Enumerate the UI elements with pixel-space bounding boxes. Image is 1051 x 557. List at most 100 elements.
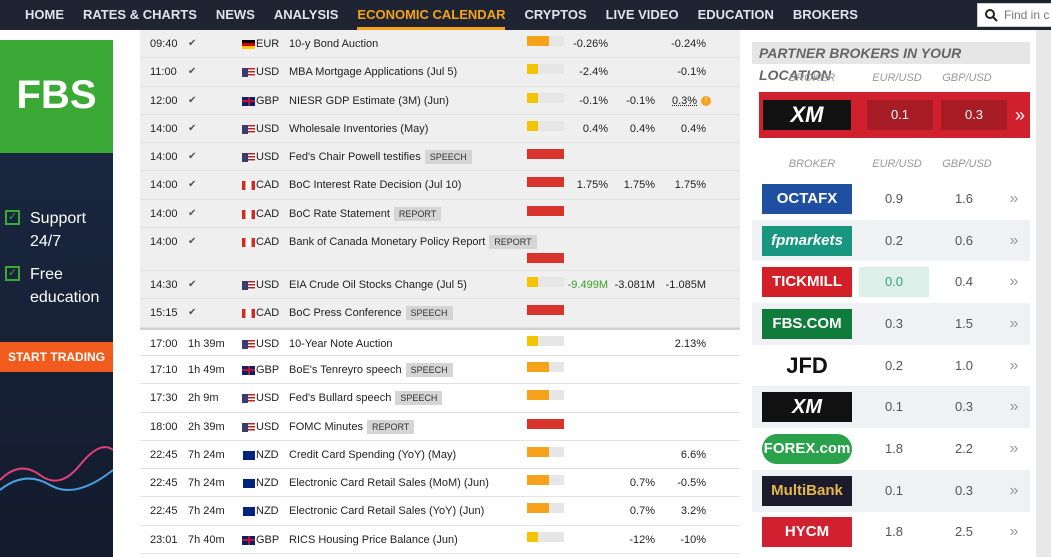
event-tag: REPORT — [489, 235, 537, 250]
search-box[interactable]: Find in c — [977, 3, 1051, 27]
broker-panel: PARTNER BROKERS IN YOUR LOCATION BROKER E… — [752, 30, 1030, 553]
calendar-row[interactable]: 14:30 ✔ USD EIA Crude Oil Stocks Change (Ju… — [140, 271, 740, 300]
spread: 0.2 — [884, 357, 904, 373]
nav-item[interactable]: RATES & CHARTS — [83, 7, 197, 22]
event-title: Fed's Chair Powell testifies — [289, 151, 421, 164]
spread: 2.2 — [954, 440, 974, 456]
currency: USD — [256, 420, 280, 433]
calendar-row[interactable]: 22:45 7h 24m NZD Credit Card Spending (YoY)… — [140, 441, 740, 470]
broker-title: PARTNER BROKERS IN YOUR LOCATION — [752, 42, 1030, 83]
calendar-row[interactable]: 14:00 ✔ CAD BoC Rate Statement REPORT — [140, 199, 740, 229]
flag-icon — [242, 365, 255, 375]
previous-value: -1.085M — [665, 279, 706, 292]
broker-row[interactable]: XM 0.1 0.3 » — [752, 386, 1030, 429]
currency: USD — [256, 122, 280, 135]
calendar-row[interactable]: 09:40 ✔ EUR 10-y Bond Auction -0.26% -0.24% — [140, 30, 740, 59]
calendar-row[interactable]: 22:45 7h 24m NZD Electronic Card Retail Sal… — [140, 469, 740, 498]
impact-fill — [527, 36, 549, 46]
calendar-row[interactable]: 17:30 2h 9m USD Fed's Bullard speech SPEECH — [140, 384, 740, 413]
event-time: 18:00 — [150, 420, 178, 433]
nav-item[interactable]: NEWS — [215, 7, 255, 22]
col-header: BROKER — [788, 158, 836, 170]
calendar-row[interactable]: 12:00 ✔ GBP NIESR GDP Estimate (3M) (Jun) -0… — [140, 86, 740, 115]
check-icon: ✔ — [188, 279, 197, 291]
broker-row[interactable]: HYCM 1.8 2.5 » — [752, 512, 1030, 554]
calendar-row[interactable]: 15:15 ✔ CAD BoC Press Conference SPEECH — [140, 299, 740, 328]
col-header: EUR/USD — [872, 158, 922, 170]
calendar-row[interactable]: 14:00 ✔ CAD BoC Interest Rate Decision (Jul… — [140, 171, 740, 200]
event-name: 10-y Bond Auction — [289, 30, 378, 58]
impact-bar — [527, 177, 564, 188]
calendar-row[interactable]: 14:00 ✔ USD Wholesale Inventories (May) 0.4%… — [140, 114, 740, 144]
forecast-value: 0.7% — [629, 505, 655, 518]
broker-row[interactable]: FBS.COM 0.3 1.5 » — [752, 303, 1030, 345]
previous-value: -0.5% — [677, 477, 706, 490]
calendar-row[interactable]: 14:00 ✔ USD Fed's Chair Powell testifies SPE… — [140, 143, 740, 172]
previous-value: 2.13% — [674, 337, 706, 350]
scrollbar[interactable] — [1036, 30, 1051, 557]
event-name: BoC Press Conference SPEECH — [289, 299, 453, 327]
broker-logo: OCTAFX — [762, 183, 852, 214]
arrow-icon: » — [1009, 273, 1019, 291]
event-title: Electronic Card Retail Sales (MoM) (Jun) — [289, 477, 489, 490]
impact-bar — [527, 361, 564, 372]
broker-row[interactable]: FOREX.com 1.8 2.2 » — [752, 428, 1030, 470]
previous-value: 3.2% — [680, 505, 706, 518]
impact-bar — [527, 475, 564, 486]
spread: 0.3 — [954, 399, 974, 415]
calendar-row[interactable]: 23:01 7h 40m GBP RICS Housing Price Balance… — [140, 526, 740, 555]
event-title: Credit Card Spending (YoY) (May) — [289, 448, 457, 461]
nav-bar: HOME RATES & CHARTS NEWS ANALYSIS ECONOMIC C… — [0, 0, 1051, 30]
flag-icon — [242, 535, 255, 545]
check-icon: ✔ — [188, 307, 197, 319]
event-time: 11:00 — [150, 66, 177, 79]
flag-icon — [242, 209, 255, 219]
event-name: BoC Rate Statement REPORT — [289, 200, 442, 228]
arrow-icon: » — [1015, 104, 1026, 125]
broker-logo: FOREX.com — [762, 433, 852, 464]
impact-bar — [527, 64, 564, 75]
nav-item[interactable]: ECONOMIC CALENDAR — [357, 0, 506, 30]
arrow-icon: » — [1009, 523, 1019, 541]
nav-item[interactable]: HOME — [25, 7, 64, 22]
actual-value: -0.26% — [573, 38, 608, 50]
flag-icon — [242, 450, 255, 460]
calendar-row[interactable]: 14:00 ✔ CAD Bank of Canada Monetary Policy … — [140, 228, 740, 272]
ad-button[interactable]: START TRADING — [0, 342, 113, 372]
ad-banner[interactable]: FBS ✓ Support 24/7 ✓ Free education STAR… — [0, 40, 113, 557]
actual-value: -0.1% — [579, 94, 608, 107]
calendar-row[interactable]: 17:10 1h 49m GBP BoE's Tenreyro speech SPEEC… — [140, 356, 740, 385]
nav-item[interactable]: LIVE VIDEO — [605, 7, 679, 22]
broker-row[interactable]: TICKMILL 0.0 0.4 » — [752, 261, 1030, 303]
broker-row[interactable]: OCTAFX 0.9 1.6 » — [752, 178, 1030, 220]
check-icon: ✔ — [188, 66, 197, 78]
currency: GBP — [256, 533, 280, 546]
col-header: GBP/USD — [942, 72, 992, 84]
calendar-row[interactable]: 22:45 7h 24m NZD Electronic Card Retail Sal… — [140, 497, 740, 526]
check-icon: ✓ — [5, 266, 20, 281]
spread: 0.1 — [884, 399, 904, 415]
nav-item[interactable]: ANALYSIS — [273, 7, 339, 22]
impact-bar — [527, 335, 564, 346]
spread: 0.3 — [884, 315, 904, 331]
event-time: 22:45 — [150, 505, 178, 518]
broker-row[interactable]: fpmarkets 0.2 0.6 » — [752, 219, 1030, 262]
calendar-row[interactable]: 17:00 1h 39m USD 10-Year Note Auction 2.13% — [140, 327, 740, 356]
nav-item[interactable]: CRYPTOS — [524, 7, 587, 22]
event-time: 14:00 — [150, 236, 178, 249]
impact-fill — [527, 253, 564, 264]
nav-item[interactable]: BROKERS — [792, 7, 858, 22]
impact-fill — [527, 120, 538, 131]
featured-broker[interactable]: XM 0.1 0.3 » — [759, 92, 1030, 138]
currency: NZD — [256, 477, 279, 490]
actual-value: 0.4% — [582, 122, 608, 135]
nav-item[interactable]: EDUCATION — [697, 7, 774, 22]
calendar-row[interactable]: 18:00 2h 39m USD FOMC Minutes REPORT — [140, 413, 740, 441]
event-title: BoC Rate Statement — [289, 207, 390, 220]
broker-row[interactable]: MultiBank 0.1 0.3 » — [752, 469, 1030, 512]
flag-icon — [242, 422, 255, 432]
currency: CAD — [256, 179, 280, 192]
event-name: Fed's Chair Powell testifies SPEECH — [289, 143, 472, 171]
broker-row[interactable]: JFD 0.2 1.0 » — [752, 345, 1030, 387]
calendar-row[interactable]: 11:00 ✔ USD MBA Mortgage Applications (Jul … — [140, 58, 740, 87]
